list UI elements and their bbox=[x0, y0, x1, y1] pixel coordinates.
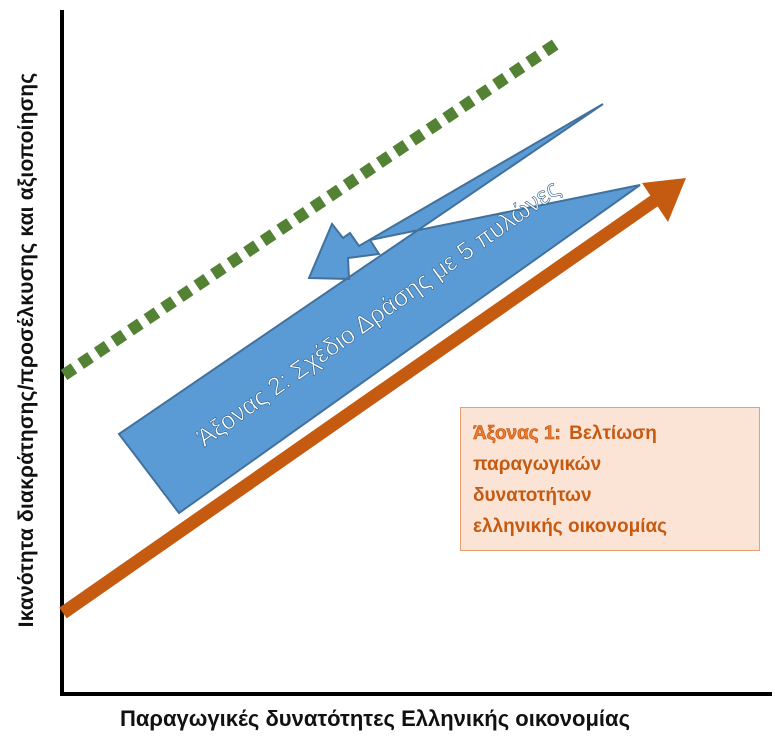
axis1-line-1: Άξονας 1: Βελτίωση bbox=[473, 418, 747, 449]
axis1-prefix: Άξονας 1: bbox=[473, 423, 561, 445]
blue-arrow-shape bbox=[117, 103, 641, 515]
orange-arrow-shaft bbox=[59, 188, 668, 619]
axis1-textbox: Άξονας 1: Βελτίωση παραγωγικών δυνατοτήτ… bbox=[460, 407, 760, 551]
axis1-line-3: δυνατοτήτων bbox=[473, 485, 592, 506]
x-axis-label: Παραγωγικές δυνατότητες Ελληνικής οικονο… bbox=[120, 706, 631, 731]
axis1-line-4: ελληνικής οικονομίας bbox=[473, 516, 668, 537]
axis1-line-2: παραγωγικών bbox=[473, 454, 602, 475]
orange-arrow bbox=[59, 178, 686, 619]
orange-arrow-head bbox=[642, 178, 686, 222]
axis1-line-1-text: Βελτίωση bbox=[569, 423, 657, 444]
y-axis-label-text: Ικανότητα διακράτησης/προσέλκυσης και αξ… bbox=[15, 72, 38, 628]
